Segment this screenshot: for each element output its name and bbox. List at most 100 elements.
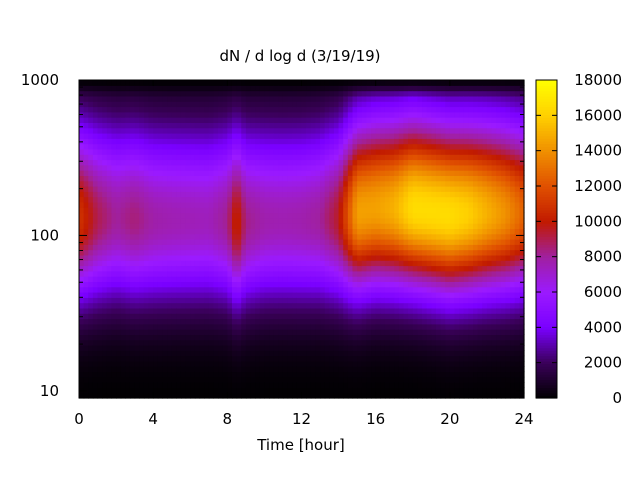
heatmap-cell [408,175,414,182]
heatmap-cell [287,228,293,235]
heatmap-cell [352,323,358,330]
heatmap-cell [282,366,289,373]
heatmap-cell [343,302,349,309]
heatmap-cell [375,127,381,134]
heatmap-cell [394,376,400,383]
heatmap-cell [157,355,164,362]
heatmap-cell [435,376,442,383]
heatmap-cell [269,170,275,176]
heatmap-cell [435,260,442,267]
heatmap-cell [139,180,145,187]
heatmap-cell [431,307,437,314]
heatmap-cell [459,180,465,187]
heatmap-cell [194,201,201,208]
heatmap-cell [422,233,428,240]
heatmap-cell [162,180,168,187]
heatmap-cell [199,101,205,108]
heatmap-cell [171,366,177,373]
heatmap-cell [269,292,275,298]
heatmap-cell [236,239,242,245]
heatmap-cell [403,355,409,362]
heatmap-cell [143,223,150,229]
heatmap-cell [320,201,326,208]
heatmap-cell [162,143,168,150]
heatmap-cell [306,111,312,118]
heatmap-cell [352,117,358,123]
heatmap-cell [83,223,89,229]
heatmap-cell [320,292,326,298]
heatmap-cell [454,148,460,155]
heatmap-cell [357,117,363,123]
heatmap-cell [194,239,201,245]
heatmap-cell [324,292,330,298]
heatmap-cell [296,260,303,267]
heatmap-cell [171,201,177,208]
heatmap-cell [231,159,238,166]
heatmap-cell [153,339,159,346]
heatmap-cell [445,127,451,134]
heatmap-cell [176,106,182,113]
heatmap-cell [310,148,317,155]
heatmap-cell [83,276,89,282]
heatmap-cell [412,260,418,267]
heatmap-cell [343,117,349,123]
heatmap-cell [301,270,307,277]
heatmap-cell [449,249,456,256]
heatmap-cell [371,106,377,113]
heatmap-cell [97,329,103,335]
heatmap-cell [111,154,117,161]
heatmap-cell [194,339,201,346]
heatmap-cell [236,154,242,161]
heatmap-cell [417,191,423,198]
heatmap-cell [250,302,256,309]
heatmap-cell [83,212,89,219]
heatmap-cell [79,80,85,86]
heatmap-cell [245,159,252,166]
heatmap-cell [361,85,367,92]
heatmap-cell [171,138,177,145]
heatmap-cell [222,323,228,330]
heatmap-cell [222,101,228,108]
heatmap-cell [426,323,432,330]
heatmap-cell [343,355,349,362]
heatmap-cell [278,233,284,240]
heatmap-cell [292,186,298,192]
heatmap-cell [199,387,205,394]
heatmap-cell [143,170,150,176]
heatmap-cell [459,101,465,108]
heatmap-cell [139,292,145,298]
heatmap-cell [445,212,451,219]
heatmap-cell [440,133,446,139]
heatmap-cell [190,217,196,224]
heatmap-cell [296,318,303,325]
heatmap-cell [125,265,131,272]
heatmap-cell [208,260,215,267]
heatmap-cell [338,376,344,383]
heatmap-cell [375,148,381,155]
heatmap-cell [255,175,261,182]
heatmap-cell [190,117,196,123]
heatmap-cell [417,106,423,113]
heatmap-cell [218,302,224,309]
heatmap-cell [125,233,131,240]
heatmap-cell [153,180,159,187]
heatmap-cell [445,90,451,97]
heatmap-cell [143,180,150,187]
heatmap-cell [426,254,432,261]
heatmap-cell [236,392,242,399]
heatmap-cell [171,239,177,245]
heatmap-cell [194,148,201,155]
heatmap-cell [97,127,103,134]
heatmap-cell [185,392,191,399]
heatmap-cell [296,133,303,139]
heatmap-cell [153,223,159,229]
heatmap-cell [422,329,428,335]
heatmap-cell [255,95,261,102]
heatmap-cell [366,392,372,399]
heatmap-cell [153,80,159,86]
heatmap-cell [306,164,312,171]
heatmap-cell [454,329,460,335]
heatmap-cell [259,133,266,139]
heatmap-cell [445,196,451,203]
heatmap-cell [245,270,252,277]
